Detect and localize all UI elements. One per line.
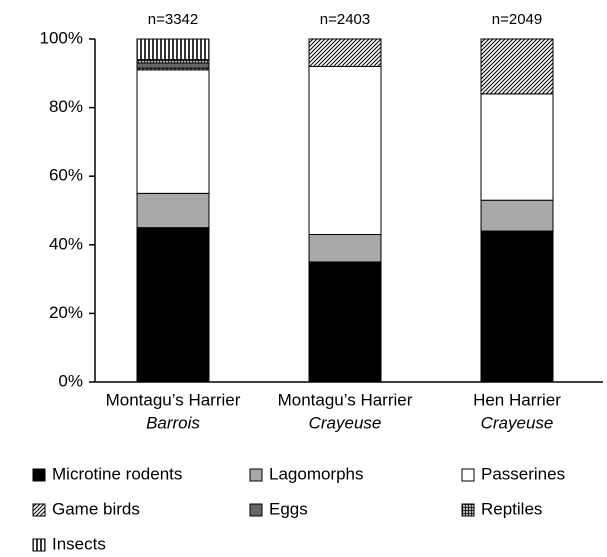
- bar-segment: [136, 38, 210, 61]
- x-tick-label: Montagu’s Harrier: [278, 390, 413, 409]
- bar-segment: [480, 38, 554, 95]
- legend-swatch: [249, 468, 263, 482]
- annotation: n=2403: [320, 11, 370, 28]
- bar-segment: [480, 93, 554, 201]
- bar-segment: [308, 234, 382, 263]
- bar-segment: [308, 38, 382, 67]
- bar-segment: [136, 62, 210, 69]
- legend-label: Lagomorphs: [269, 464, 364, 483]
- y-tick-label: 20%: [49, 303, 83, 322]
- x-tick-label: Hen Harrier: [473, 390, 561, 409]
- annotation: n=2049: [492, 11, 542, 28]
- bar-segment: [136, 227, 210, 383]
- legend-label: Eggs: [269, 499, 308, 518]
- bar-segment: [308, 261, 382, 383]
- bar-segment: [480, 230, 554, 383]
- legend-swatch: [461, 468, 475, 482]
- bar-segment: [136, 69, 210, 194]
- y-tick-label: 60%: [49, 166, 83, 185]
- legend-swatch: [32, 468, 46, 482]
- y-tick-label: 40%: [49, 234, 83, 253]
- y-tick-label: 80%: [49, 97, 83, 116]
- bar-segment: [136, 192, 210, 229]
- x-tick-sublabel: Crayeuse: [309, 413, 382, 432]
- legend-swatch: [249, 503, 263, 517]
- legend-label: Passerines: [481, 464, 565, 483]
- y-tick-label: 0%: [58, 371, 83, 390]
- bar-segment: [480, 199, 554, 232]
- legend-swatch: [32, 538, 46, 552]
- x-tick-sublabel: Barrois: [146, 413, 200, 432]
- x-tick-sublabel: Crayeuse: [481, 413, 554, 432]
- legend-label: Game birds: [52, 499, 140, 518]
- annotation: n=3342: [148, 11, 198, 28]
- legend-label: Microtine rodents: [52, 464, 182, 483]
- x-tick-label: Montagu’s Harrier: [106, 390, 241, 409]
- legend-swatch: [461, 503, 475, 517]
- bar-segment: [308, 65, 382, 236]
- legend-label: Insects: [52, 534, 106, 553]
- legend-label: Reptiles: [481, 499, 542, 518]
- bar-segment: [136, 59, 210, 64]
- y-tick-label: 100%: [40, 28, 83, 47]
- legend-swatch: [32, 503, 46, 517]
